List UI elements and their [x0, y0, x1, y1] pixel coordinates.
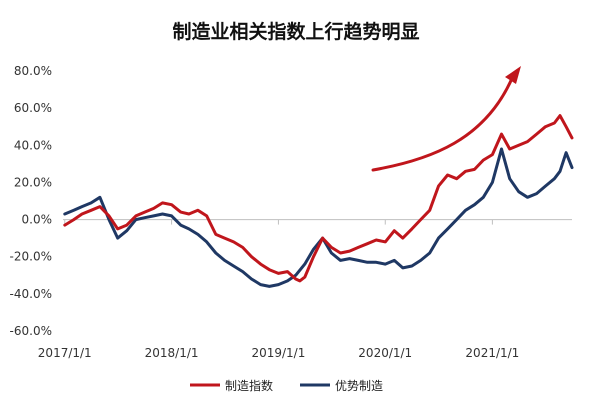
trend-arrow-head [505, 66, 521, 84]
x-tick-label: 2021/1/1 [465, 346, 519, 360]
legend: 制造指数 优势制造 [190, 378, 383, 393]
series-line-1 [63, 147, 574, 288]
y-tick-label: 20.0% [14, 175, 52, 189]
x-axis: 2017/1/1 2018/1/1 2019/1/1 2020/1/1 2021/1/1 [38, 219, 572, 360]
x-tick-label: 2019/1/1 [251, 346, 305, 360]
y-tick-label: 60.0% [14, 101, 52, 115]
chart-title: 制造业相关指数上行趋势明显 [172, 20, 419, 43]
y-tick-label: 40.0% [14, 138, 52, 152]
y-tick-label: -20.0% [10, 250, 52, 264]
trend-arrow-shaft [371, 74, 515, 172]
x-tick-label: 2020/1/1 [358, 346, 412, 360]
x-tick-label: 2017/1/1 [38, 346, 92, 360]
y-tick-label: -60.0% [10, 324, 52, 338]
y-tick-label: 80.0% [14, 64, 52, 78]
y-tick-label: -40.0% [10, 287, 52, 301]
legend-label-0: 制造指数 [225, 378, 273, 393]
y-tick-label: 0.0% [22, 213, 53, 227]
x-tick-label: 2018/1/1 [145, 346, 199, 360]
legend-label-1: 优势制造 [335, 379, 383, 393]
series-line-0 [63, 114, 574, 283]
trend-arrow-annotation [371, 66, 521, 172]
y-axis: 80.0% 60.0% 40.0% 20.0% 0.0% -20.0% -40.0% -60.… [10, 64, 52, 338]
plot-area [63, 114, 574, 288]
